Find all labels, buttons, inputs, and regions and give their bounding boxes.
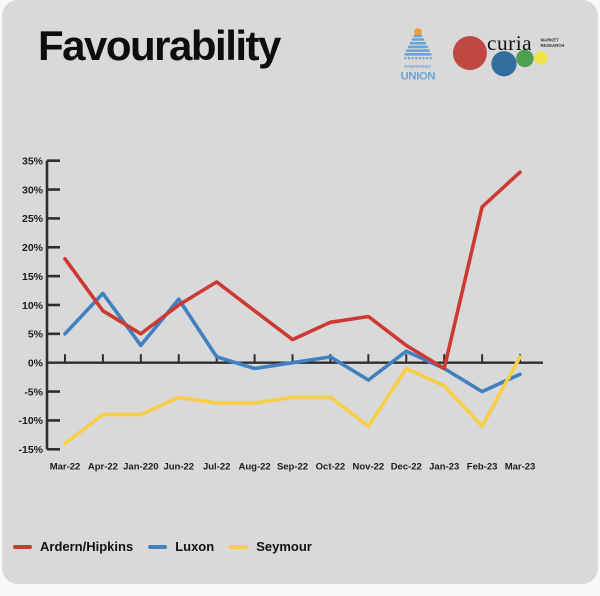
taxpayers-union-logo: TAXPAYERS' UNION: [401, 28, 436, 82]
curia-blue-circle: [491, 51, 517, 77]
x-tick-label: Oct-22: [316, 462, 346, 473]
curia-green-circle: [516, 49, 534, 68]
y-tick-label: 35%: [22, 155, 44, 167]
taxpayers-union-label: TAXPAYERS': [404, 64, 431, 69]
x-tick-label: Mar-23: [505, 462, 536, 473]
curia-red-circle: [452, 36, 487, 71]
y-tick-label: -15%: [18, 444, 43, 456]
x-tick-label: Dec-22: [391, 462, 422, 473]
legend: Ardern/Hipkins Luxon Seymour: [13, 539, 312, 554]
beehive-icon: [404, 34, 432, 60]
x-tick-label: Feb-23: [467, 462, 498, 473]
legend-label: Seymour: [256, 539, 312, 554]
legend-label: Ardern/Hipkins: [40, 539, 134, 554]
legend-label: Luxon: [175, 539, 215, 554]
legend-item-seymour: Seymour: [229, 539, 312, 554]
legend-swatch-ardern-hipkins: [13, 544, 32, 549]
legend-item-ardern-hipkins: Ardern/Hipkins: [13, 539, 133, 554]
curia-wordmark: curia: [487, 31, 532, 55]
legend-item-luxon: Luxon: [148, 539, 214, 554]
series-line-seymour: [63, 355, 522, 446]
x-tick-label: Jan-220: [123, 462, 158, 473]
curia-logo: curia MARKET RESEARCH: [452, 31, 564, 77]
header-logos: TAXPAYERS' UNION curia MARKET RESEARCH: [401, 28, 564, 82]
x-tick-label: Apr-22: [88, 462, 118, 473]
x-tick-label: Jan-23: [429, 462, 459, 473]
union-label: UNION: [401, 70, 436, 82]
y-tick-label: 30%: [22, 184, 44, 196]
y-tick-label: 0%: [28, 358, 44, 370]
series-line-ardern-hipkins: [63, 170, 522, 371]
x-tick-label: Mar-22: [50, 462, 81, 473]
x-tick-label: Jul-22: [203, 462, 230, 473]
y-tick-label: 25%: [22, 213, 44, 225]
sun-icon: [414, 28, 422, 37]
curia-sub-label-market: MARKET: [540, 37, 559, 42]
chart-card: [2, 0, 598, 584]
x-tick-label: Sep-22: [277, 462, 308, 473]
y-tick-label: 20%: [22, 242, 44, 254]
y-tick-label: 15%: [22, 271, 44, 283]
y-tick-label: -10%: [18, 415, 43, 427]
x-tick-label: Nov-22: [353, 462, 385, 473]
x-tick-label: Jun-22: [163, 462, 194, 473]
y-tick-label: 10%: [22, 300, 44, 312]
x-tick-label: Aug-22: [238, 462, 270, 473]
legend-swatch-seymour: [229, 544, 249, 549]
curia-yellow-circle: [534, 51, 548, 65]
legend-swatch-luxon: [148, 544, 168, 549]
y-tick-label: 5%: [28, 329, 44, 341]
y-tick-label: -5%: [24, 386, 43, 398]
curia-sub-label-research: RESEARCH: [540, 43, 564, 48]
page-title: Favourability: [38, 22, 281, 69]
